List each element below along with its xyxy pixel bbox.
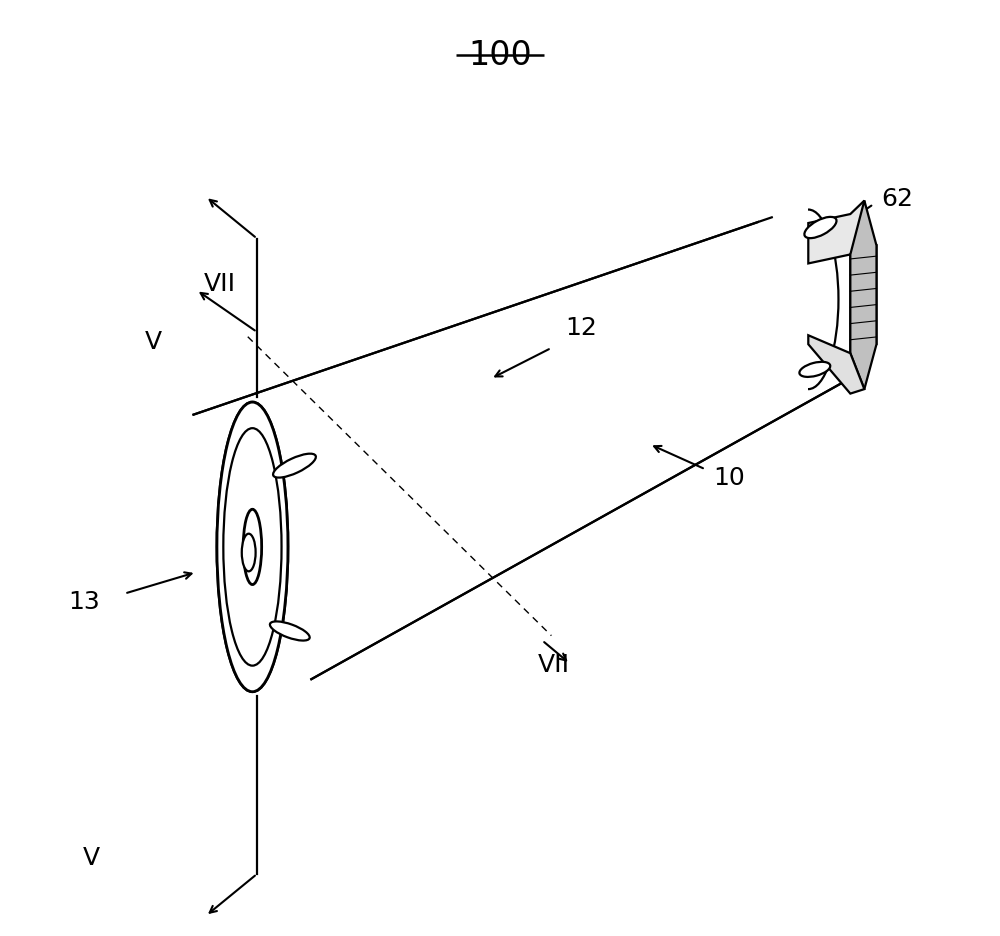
Ellipse shape — [243, 510, 262, 585]
Polygon shape — [808, 336, 864, 394]
Ellipse shape — [270, 622, 310, 641]
Text: V: V — [83, 845, 100, 870]
Text: 100: 100 — [468, 38, 532, 72]
Ellipse shape — [223, 429, 282, 665]
Ellipse shape — [217, 402, 288, 692]
Ellipse shape — [243, 510, 262, 585]
Text: V: V — [145, 330, 162, 354]
Ellipse shape — [242, 534, 256, 572]
Text: 13: 13 — [68, 590, 100, 613]
Text: 10: 10 — [713, 465, 745, 490]
Polygon shape — [850, 246, 876, 354]
Ellipse shape — [273, 454, 316, 478]
Ellipse shape — [778, 211, 838, 389]
Ellipse shape — [217, 402, 288, 692]
Ellipse shape — [799, 362, 830, 377]
Ellipse shape — [242, 534, 256, 572]
Bar — [759, 201, 808, 399]
Polygon shape — [850, 201, 876, 389]
Ellipse shape — [223, 429, 282, 665]
Text: VII: VII — [537, 652, 569, 676]
Text: VII: VII — [204, 271, 236, 295]
Polygon shape — [194, 218, 845, 680]
Text: 62: 62 — [881, 187, 913, 212]
Ellipse shape — [804, 218, 836, 239]
Polygon shape — [808, 201, 864, 264]
Text: 12: 12 — [565, 315, 597, 339]
